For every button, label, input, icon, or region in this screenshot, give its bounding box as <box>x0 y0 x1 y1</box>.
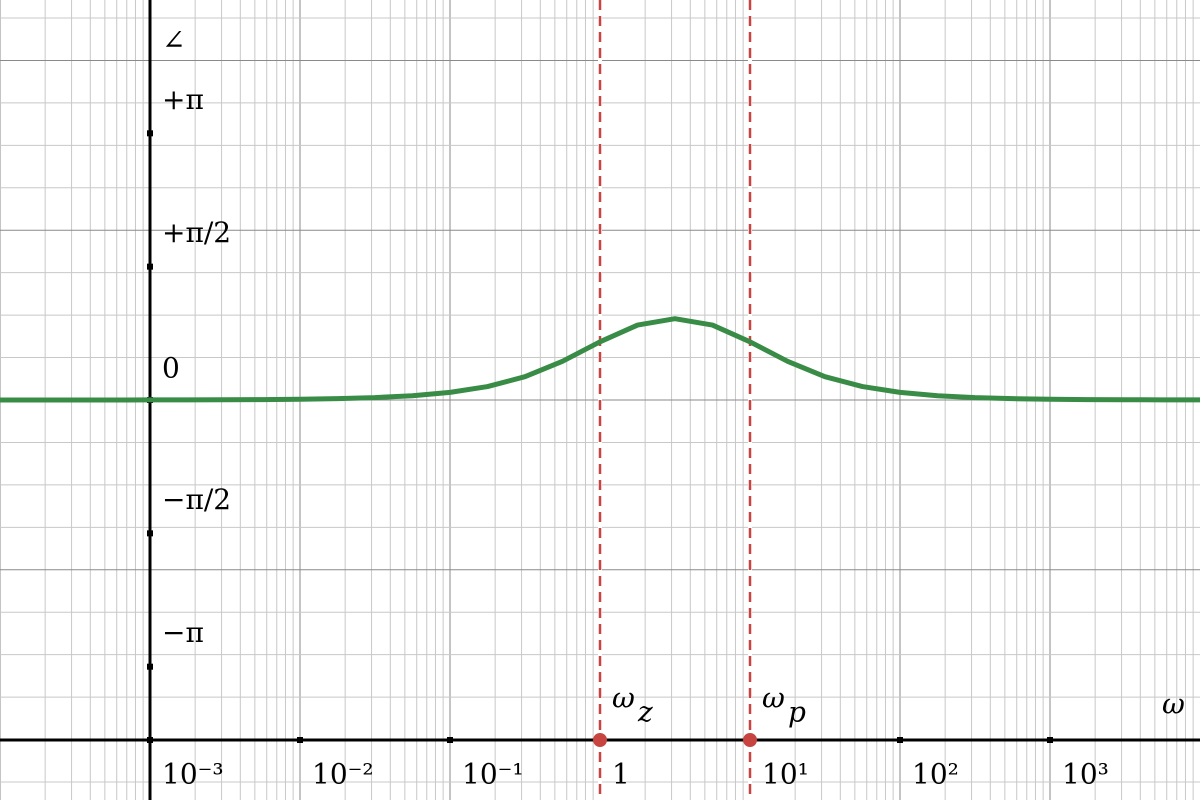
x-tick-mark <box>147 737 153 743</box>
y-tick-mark <box>147 130 153 137</box>
y-tick-mark <box>147 530 153 537</box>
x-tick-label: 10³ <box>1062 758 1109 791</box>
x-tick-label: 10² <box>912 758 959 791</box>
y-tick-label: +π/2 <box>162 216 231 249</box>
x-tick-mark <box>297 737 303 743</box>
marker-symbol: ω <box>762 682 785 715</box>
series-line <box>0 316 1200 403</box>
marker-point <box>743 733 757 747</box>
y-tick-mark <box>147 263 153 270</box>
x-tick-mark <box>897 737 903 743</box>
x-axis-label: ω <box>1162 688 1185 721</box>
x-tick-label: 10⁻³ <box>162 758 224 791</box>
x-tick-label: 10⁻² <box>312 758 374 791</box>
y-tick-label: +π <box>162 83 204 116</box>
x-tick-label: 10¹ <box>762 758 809 791</box>
marker-symbol: ω <box>612 682 635 715</box>
y-tick-label: −π <box>162 616 204 649</box>
x-tick-label: 10⁻¹ <box>462 758 524 791</box>
x-tick-mark <box>1047 737 1053 743</box>
y-tick-label: −π/2 <box>162 483 231 516</box>
y-tick-label: 0 <box>162 352 180 385</box>
y-tick-mark <box>147 663 153 670</box>
marker-subscript: z <box>637 696 653 729</box>
y-axis-label: ∠ <box>162 24 185 57</box>
marker-point <box>593 733 607 747</box>
x-tick-label: 1 <box>612 758 630 791</box>
x-tick-mark <box>447 737 453 743</box>
marker-subscript: p <box>788 696 806 729</box>
